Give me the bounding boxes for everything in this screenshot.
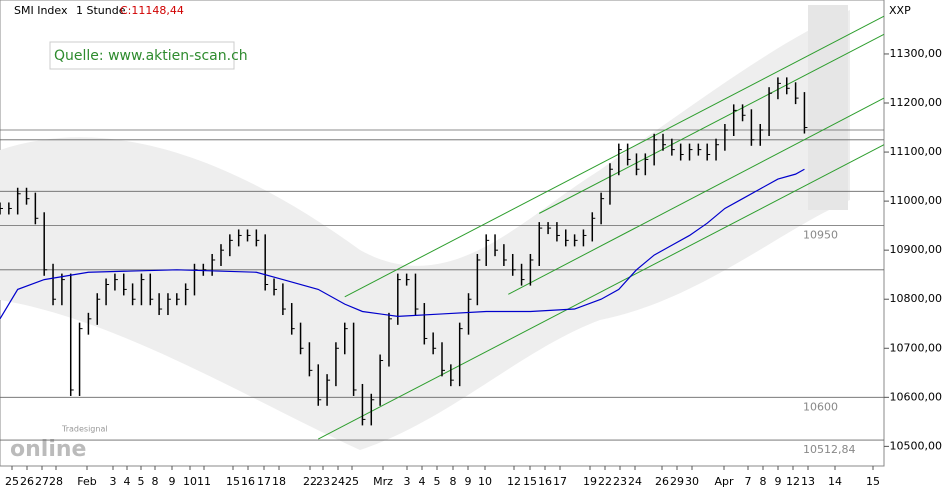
level-label: 10950 (803, 229, 838, 242)
currency: XXP (889, 4, 911, 17)
x-tick-label: 29 (670, 475, 684, 488)
x-tick-label: 22 (598, 475, 612, 488)
x-tick-label: Apr (714, 475, 734, 488)
x-tick-label: 9 (169, 475, 176, 488)
x-tick-label: 30 (685, 475, 699, 488)
x-tick-label: 25 (5, 475, 19, 488)
x-tick-label: 22 (303, 475, 317, 488)
x-tick-label: 14 (828, 475, 842, 488)
x-tick-label: Feb (77, 475, 96, 488)
x-tick-label: 5 (434, 475, 441, 488)
x-tick-label: 8 (450, 475, 457, 488)
last-close: C:11148,44 (120, 4, 184, 17)
x-tick-label: 12 (786, 475, 800, 488)
ma-line (0, 168, 805, 320)
trendline (508, 97, 885, 295)
y-tick-label: 10800,00 (890, 292, 943, 305)
x-tick-label: 15 (226, 475, 240, 488)
chart-title: SMI Index (14, 4, 68, 17)
trendline (318, 144, 885, 440)
x-tick-label: 9 (775, 475, 782, 488)
x-tick-label: 15 (523, 475, 537, 488)
trendline (344, 15, 885, 298)
y-tick-label: 10700,00 (890, 341, 943, 354)
source: Quelle: www.aktien-scan.ch (54, 48, 248, 64)
x-tick-label: 12 (507, 475, 521, 488)
y-tick-label: 11300,00 (890, 47, 943, 60)
x-tick-label: 10 (478, 475, 492, 488)
x-tick-label: 23 (316, 475, 330, 488)
x-tick-label: 17 (257, 475, 271, 488)
x-tick-label: 19 (583, 475, 597, 488)
x-tick-label: 26 (20, 475, 34, 488)
x-tick-label: 5 (138, 475, 145, 488)
y-tick-label: 10900,00 (890, 243, 943, 256)
x-tick-label: 23 (613, 475, 627, 488)
x-tick-label: 26 (655, 475, 669, 488)
x-tick-label: 24 (628, 475, 642, 488)
x-tick-label: 10 (183, 475, 197, 488)
x-tick-label: 7 (745, 475, 752, 488)
logo-small: Tradesignal (61, 425, 108, 434)
x-tick-label: Mrz (373, 475, 393, 488)
x-tick-label: 18 (272, 475, 286, 488)
x-tick-label: 3 (110, 475, 117, 488)
y-tick-label: 11200,00 (890, 96, 943, 109)
x-tick-label: 4 (419, 475, 426, 488)
x-tick-label: 13 (801, 475, 815, 488)
x-tick-label: 4 (124, 475, 131, 488)
level-label: 10600 (803, 400, 838, 413)
x-tick-label: 3 (404, 475, 411, 488)
y-tick-label: 10500,00 (890, 439, 943, 452)
x-tick-label: 16 (241, 475, 255, 488)
x-tick-label: 8 (760, 475, 767, 488)
y-tick-label: 11100,00 (890, 145, 943, 158)
logo-big: online (10, 437, 86, 462)
x-tick-label: 25 (345, 475, 359, 488)
x-tick-label: 16 (538, 475, 552, 488)
trendline (539, 33, 885, 214)
x-tick-label: 17 (553, 475, 567, 488)
x-tick-label: 24 (331, 475, 345, 488)
x-tick-label: 27 (35, 475, 49, 488)
y-tick-label: 10600,00 (890, 390, 943, 403)
source-box (49, 41, 235, 70)
volatility-band (0, 10, 850, 450)
x-tick-label: 8 (152, 475, 159, 488)
x-tick-label: 15 (866, 475, 880, 488)
interval: 1 Stunde (76, 4, 126, 17)
level-label: 10512,84 (803, 443, 856, 456)
x-tick-label: 28 (49, 475, 63, 488)
x-tick-label: 11 (197, 475, 211, 488)
projection-band (808, 5, 848, 210)
x-tick-label: 9 (465, 475, 472, 488)
y-tick-label: 11000,00 (890, 194, 943, 207)
